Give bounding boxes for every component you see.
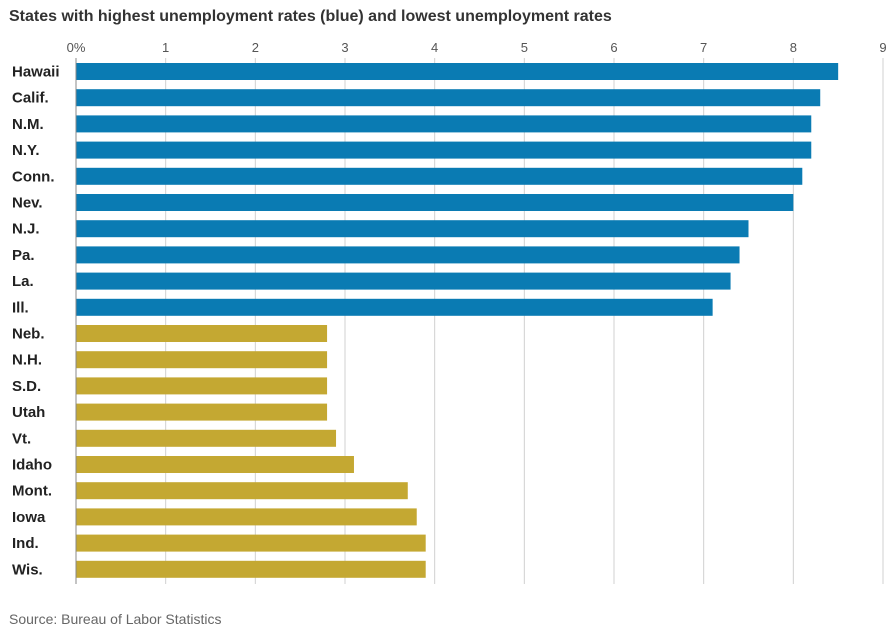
x-tick-label: 2 xyxy=(252,40,259,55)
bar-n-y xyxy=(76,141,812,159)
source-note: Source: Bureau of Labor Statistics xyxy=(9,611,222,627)
category-label: N.J. xyxy=(12,221,40,238)
category-label: Idaho xyxy=(12,457,52,474)
bar-n-h xyxy=(76,351,328,369)
bar-nev xyxy=(76,194,794,211)
bar-s-d xyxy=(76,377,328,395)
x-tick-label: 4 xyxy=(431,40,438,55)
category-label: Mont. xyxy=(12,483,52,500)
category-label: Iowa xyxy=(12,509,46,526)
category-labels: Hawaii Calif. N.M. N.Y. Conn. Nev. N.J. Pa. La. I… xyxy=(12,64,60,579)
bar-idaho xyxy=(76,456,354,473)
bars xyxy=(76,63,839,578)
category-label: S.D. xyxy=(12,378,41,395)
bar-n-j xyxy=(76,220,749,238)
x-tick-label: 6 xyxy=(610,40,617,55)
bar-vt xyxy=(76,429,337,447)
bar-wis xyxy=(76,560,426,578)
category-label: Conn. xyxy=(12,168,55,185)
category-label: N.M. xyxy=(12,116,44,133)
category-label: Wis. xyxy=(12,561,43,578)
bar-hawaii xyxy=(76,63,839,80)
x-tick-label: 1 xyxy=(162,40,169,55)
category-label: La. xyxy=(12,273,34,290)
category-label: Ill. xyxy=(12,299,29,316)
gridlines xyxy=(165,58,884,584)
bar-iowa xyxy=(76,508,417,526)
category-label: Utah xyxy=(12,404,45,421)
x-tick-label: 3 xyxy=(341,40,348,55)
bar-utah xyxy=(76,403,328,421)
category-label: Vt. xyxy=(12,430,31,447)
x-tick-label: 7 xyxy=(700,40,707,55)
bar-conn xyxy=(76,167,803,185)
category-label: N.H. xyxy=(12,352,42,369)
x-axis-ticks: 0% 1 2 3 4 5 6 7 8 9 xyxy=(67,40,887,55)
bar-n-m xyxy=(76,115,812,133)
bar-neb xyxy=(76,325,328,342)
bar-ill xyxy=(76,298,713,316)
category-label: Neb. xyxy=(12,326,45,343)
category-label: Hawaii xyxy=(12,64,60,81)
category-label: Nev. xyxy=(12,195,43,212)
category-label: Calif. xyxy=(12,90,49,107)
bar-la xyxy=(76,272,731,290)
category-label: N.Y. xyxy=(12,142,40,159)
x-tick-label: 0% xyxy=(67,40,86,55)
bar-mont xyxy=(76,482,408,500)
category-label: Ind. xyxy=(12,535,39,552)
bar-calif xyxy=(76,89,821,107)
chart-title: States with highest unemployment rates (… xyxy=(9,8,612,25)
x-tick-label: 5 xyxy=(521,40,528,55)
bar-pa xyxy=(76,246,740,264)
bar-ind xyxy=(76,534,426,552)
x-tick-label: 9 xyxy=(879,40,886,55)
x-tick-label: 8 xyxy=(790,40,797,55)
category-label: Pa. xyxy=(12,247,35,264)
